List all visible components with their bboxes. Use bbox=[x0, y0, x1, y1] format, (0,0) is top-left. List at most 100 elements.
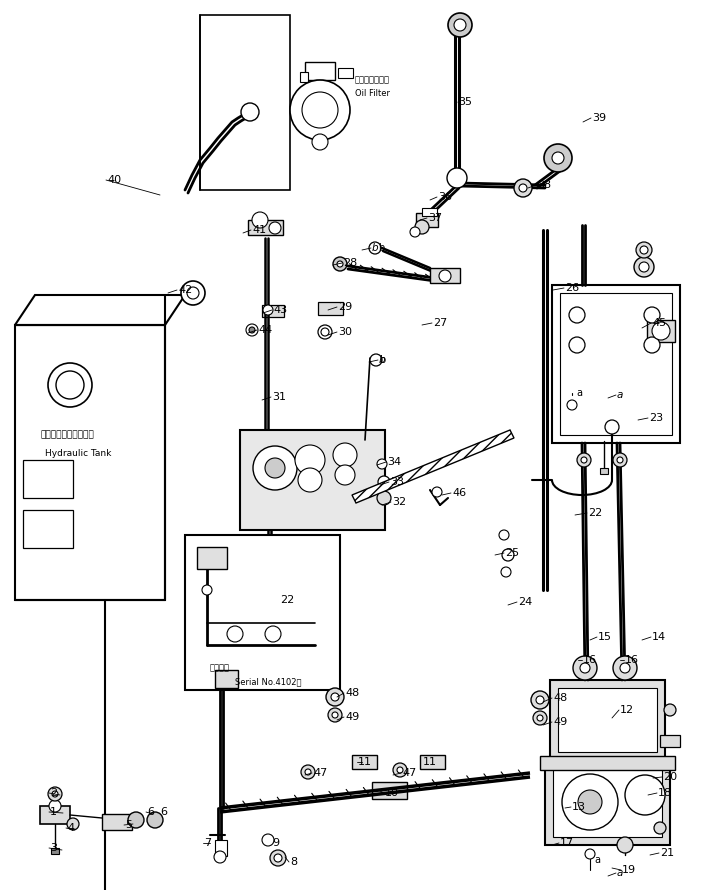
Text: オイルフィルタ: オイルフィルタ bbox=[355, 76, 390, 85]
Circle shape bbox=[502, 549, 514, 561]
Circle shape bbox=[295, 445, 325, 475]
Circle shape bbox=[337, 261, 343, 267]
Text: 30: 30 bbox=[338, 327, 352, 337]
Circle shape bbox=[410, 227, 420, 237]
Circle shape bbox=[67, 818, 79, 830]
Circle shape bbox=[265, 458, 285, 478]
Circle shape bbox=[302, 92, 338, 128]
Polygon shape bbox=[15, 295, 185, 325]
Text: 17: 17 bbox=[560, 838, 574, 848]
Circle shape bbox=[332, 712, 338, 718]
Text: a: a bbox=[594, 855, 600, 865]
Text: 通用号機: 通用号機 bbox=[210, 664, 230, 673]
Circle shape bbox=[531, 691, 549, 709]
Circle shape bbox=[187, 287, 199, 299]
Circle shape bbox=[246, 324, 258, 336]
Circle shape bbox=[181, 281, 205, 305]
Text: 40: 40 bbox=[107, 175, 121, 185]
Text: 29: 29 bbox=[338, 302, 352, 312]
Bar bbox=[248, 220, 283, 235]
Circle shape bbox=[227, 626, 243, 642]
Bar bbox=[102, 814, 132, 830]
Circle shape bbox=[49, 800, 61, 812]
Circle shape bbox=[214, 851, 226, 863]
Circle shape bbox=[397, 767, 403, 773]
Circle shape bbox=[378, 476, 390, 488]
Text: 2: 2 bbox=[50, 788, 57, 798]
Bar bbox=[262, 305, 284, 317]
Circle shape bbox=[393, 763, 407, 777]
Bar bbox=[185, 535, 340, 690]
Circle shape bbox=[577, 453, 591, 467]
Text: 49: 49 bbox=[345, 712, 359, 722]
Text: 49: 49 bbox=[553, 717, 568, 727]
Text: 45: 45 bbox=[652, 318, 666, 328]
Circle shape bbox=[321, 328, 329, 336]
Circle shape bbox=[377, 491, 391, 505]
Circle shape bbox=[253, 446, 297, 490]
Text: 31: 31 bbox=[272, 392, 286, 402]
Circle shape bbox=[328, 708, 342, 722]
Text: 14: 14 bbox=[652, 632, 666, 642]
Text: 33: 33 bbox=[390, 477, 404, 487]
Bar bbox=[305, 62, 335, 80]
Bar bbox=[51, 848, 59, 854]
Circle shape bbox=[269, 222, 281, 234]
Text: 18: 18 bbox=[658, 788, 672, 798]
Circle shape bbox=[569, 337, 585, 353]
Text: 21: 21 bbox=[660, 848, 674, 858]
Bar bbox=[550, 680, 665, 760]
Circle shape bbox=[262, 834, 274, 846]
Text: 39: 39 bbox=[592, 113, 606, 123]
Circle shape bbox=[640, 246, 648, 254]
Text: 3: 3 bbox=[50, 843, 57, 853]
Circle shape bbox=[52, 791, 58, 797]
Text: 32: 32 bbox=[392, 497, 406, 507]
Circle shape bbox=[274, 854, 282, 862]
Text: a: a bbox=[617, 868, 623, 878]
Circle shape bbox=[585, 849, 595, 859]
Text: 41: 41 bbox=[252, 225, 266, 235]
Text: 48: 48 bbox=[553, 693, 568, 703]
Text: 6: 6 bbox=[160, 807, 167, 817]
Circle shape bbox=[369, 242, 381, 254]
Text: 5: 5 bbox=[125, 820, 132, 830]
Circle shape bbox=[552, 152, 564, 164]
Circle shape bbox=[536, 696, 544, 704]
Circle shape bbox=[644, 307, 660, 323]
Text: 8: 8 bbox=[290, 857, 297, 867]
Bar bbox=[23, 510, 73, 548]
Bar bbox=[318, 302, 343, 315]
Circle shape bbox=[331, 693, 339, 701]
Text: 43: 43 bbox=[273, 305, 287, 315]
Circle shape bbox=[305, 769, 311, 775]
Circle shape bbox=[581, 457, 587, 463]
Circle shape bbox=[147, 812, 163, 828]
Circle shape bbox=[202, 585, 212, 595]
Text: 48: 48 bbox=[345, 688, 359, 698]
Circle shape bbox=[252, 212, 268, 228]
Text: ハイドロリックタンク: ハイドロリックタンク bbox=[40, 431, 93, 440]
Text: Oil Filter: Oil Filter bbox=[355, 88, 390, 98]
Circle shape bbox=[533, 711, 547, 725]
Circle shape bbox=[333, 257, 347, 271]
Circle shape bbox=[333, 443, 357, 467]
Circle shape bbox=[664, 704, 676, 716]
Bar bbox=[430, 268, 460, 283]
Bar bbox=[540, 756, 675, 770]
Circle shape bbox=[562, 774, 618, 830]
Text: a: a bbox=[617, 390, 623, 400]
Bar bbox=[200, 15, 290, 190]
Bar bbox=[420, 755, 445, 769]
Text: 46: 46 bbox=[452, 488, 466, 498]
Circle shape bbox=[537, 715, 543, 721]
Circle shape bbox=[454, 19, 466, 31]
Text: 16: 16 bbox=[625, 655, 639, 665]
Circle shape bbox=[439, 270, 451, 282]
Text: b: b bbox=[379, 355, 386, 365]
Bar bbox=[552, 285, 680, 443]
Text: Hydraulic Tank: Hydraulic Tank bbox=[45, 449, 111, 457]
Text: 11: 11 bbox=[423, 757, 437, 767]
Circle shape bbox=[298, 468, 322, 492]
Text: 22: 22 bbox=[588, 508, 602, 518]
